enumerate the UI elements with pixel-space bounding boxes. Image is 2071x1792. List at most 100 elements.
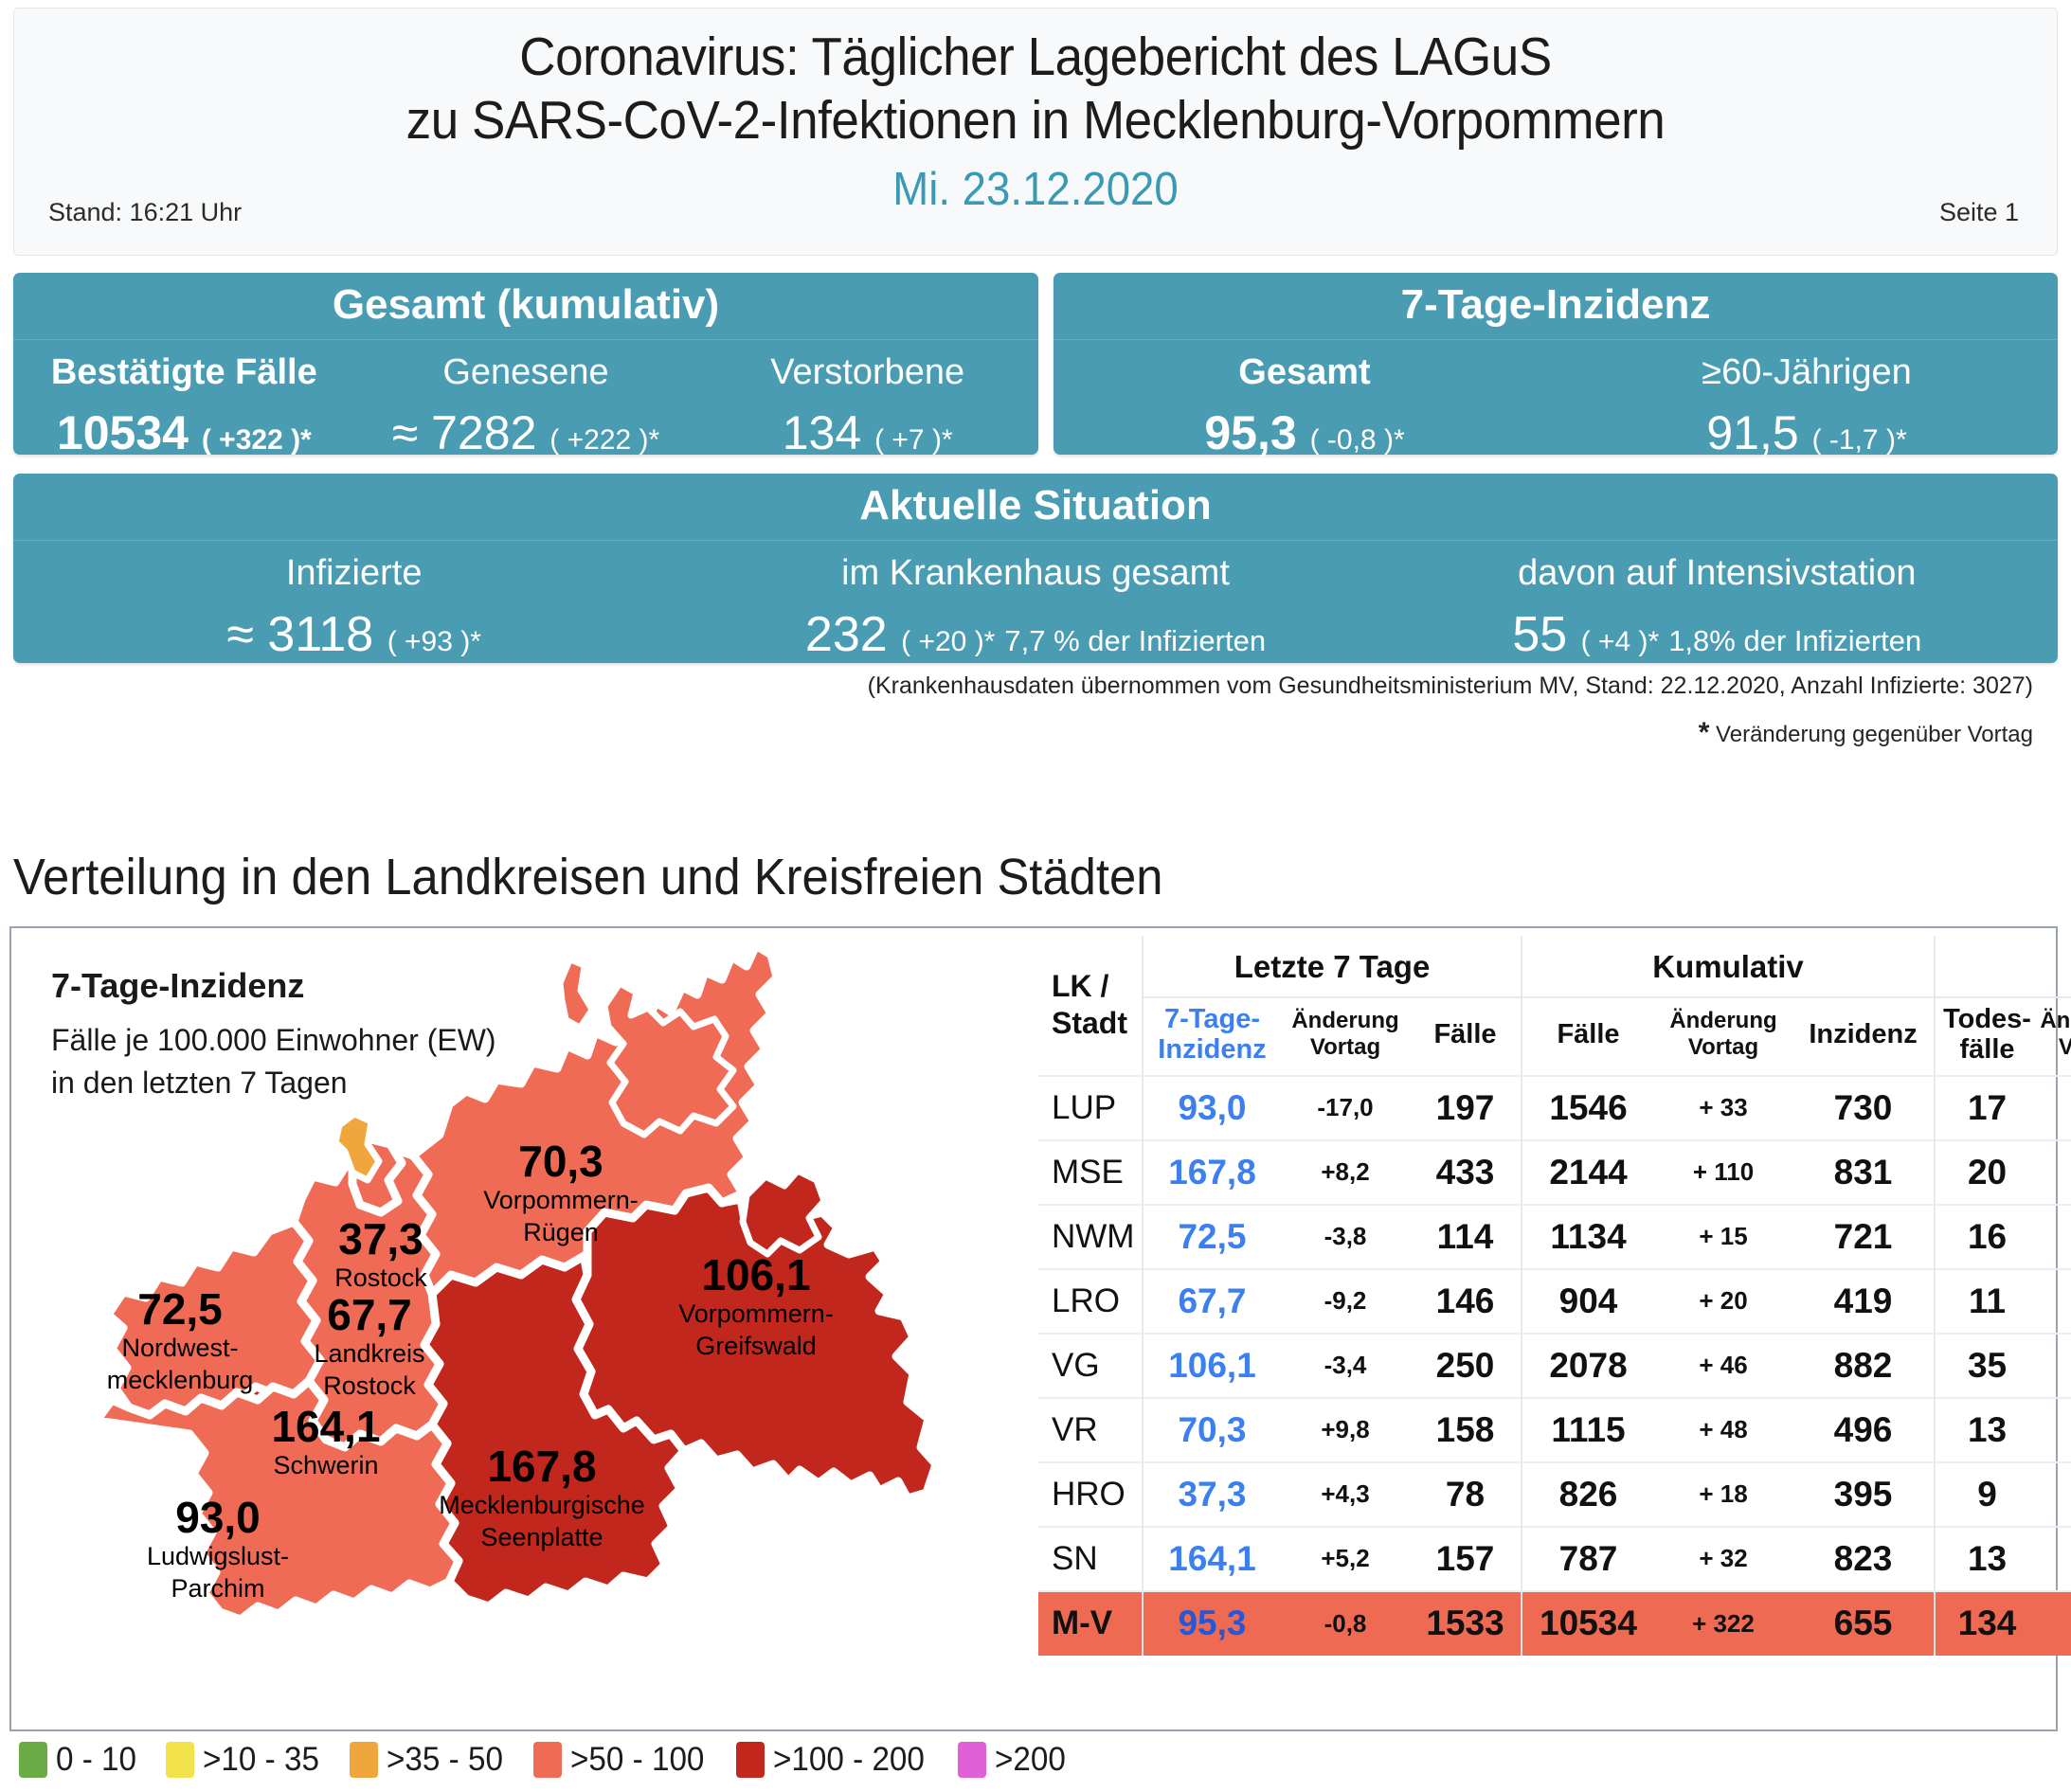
- cell-inzidenz-kum: 721: [1833, 1216, 1893, 1256]
- map-svg: 72,5 Nordwest- mecklenburg 37,3 Rostock …: [92, 941, 941, 1624]
- stand-time: Stand: 16:21 Uhr: [48, 198, 243, 226]
- cell-aenderung-2: + 48: [1699, 1415, 1748, 1444]
- cell-aenderung-1: +4,3: [1321, 1479, 1370, 1509]
- map-region-ruegen-island[interactable]: [601, 979, 737, 1138]
- cell-faelle-7tage: 146: [1435, 1281, 1495, 1320]
- cell-todesfaelle: 13: [1934, 1526, 2040, 1591]
- cell-faelle-kum: 1546: [1521, 1075, 1655, 1140]
- cell-lk: SN: [1052, 1539, 1098, 1577]
- table-row[interactable]: LRO 67,7 -9,2 146 904 + 20 419 11 + 0: [1038, 1268, 2071, 1334]
- stat-value: 232: [804, 607, 888, 662]
- cell-faelle-7tage: 158: [1435, 1409, 1495, 1449]
- legend-swatch-icon: [736, 1742, 765, 1778]
- cell-aenderung-1: +9,8: [1321, 1415, 1370, 1444]
- cell-inzidenz-kum: 823: [1833, 1538, 1893, 1578]
- cell-aenderung-3: + 2: [2039, 1334, 2071, 1398]
- table-col-lk: LK / Stadt: [1052, 969, 1127, 1041]
- legend-item: >10 - 35: [165, 1741, 325, 1779]
- cell-todesfaelle: 17: [1934, 1075, 2040, 1140]
- cell-aenderung-2: + 33: [1699, 1093, 1748, 1122]
- table-col-aenderung-vortag-2: Änderung Vortag: [1669, 1007, 1777, 1061]
- cell-todesfaelle: 35: [1934, 1333, 2040, 1398]
- table-row[interactable]: VR 70,3 +9,8 158 1115 + 48 496 13 + 1: [1038, 1397, 2071, 1462]
- stat-delta: ( +322 )*: [201, 424, 312, 456]
- table-col-faelle-7tage: Fälle: [1433, 1019, 1497, 1050]
- page-number: Seite 1: [1938, 198, 2019, 226]
- map-region-nwm[interactable]: [103, 1217, 325, 1420]
- table-row[interactable]: MSE 167,8 +8,2 433 2144 + 110 831 20 + 1: [1038, 1139, 2071, 1205]
- legend-label: >35 - 50: [386, 1741, 503, 1778]
- distribution-panel: 7-Tage-Inzidenz Fälle je 100.000 Einwohn…: [9, 926, 2071, 1731]
- stat-delta: ( +93 )*: [387, 626, 481, 657]
- stat-value: 134: [782, 406, 862, 459]
- cell-todesfaelle: 16: [1934, 1204, 2040, 1269]
- cell-faelle-7tage: 157: [1435, 1538, 1495, 1578]
- table-group-letzte-7-tage: Letzte 7 Tage: [1141, 936, 1522, 998]
- cell-aenderung-1: -3,8: [1324, 1222, 1367, 1251]
- table-row[interactable]: SN 164,1 +5,2 157 787 + 32 823 13 + 3: [1038, 1526, 2071, 1591]
- legend-item: >35 - 50: [349, 1741, 509, 1779]
- stat-label: Verstorbene: [770, 352, 965, 392]
- cell-inzidenz-kum: 882: [1833, 1345, 1893, 1385]
- legend-label: 0 - 10: [56, 1741, 137, 1778]
- table-col-faelle-kumulativ: Fälle: [1521, 997, 1655, 1076]
- incidence-map: 7-Tage-Inzidenz Fälle je 100.000 Einwohn…: [11, 928, 1030, 1729]
- table-body: LUP 93,0 -17,0 197 1546 + 33 730 17 + 0 …: [1038, 1075, 2071, 1656]
- hospital-data-note: (Krankenhausdaten übernommen vom Gesundh…: [867, 672, 2033, 699]
- legend-item: >100 - 200: [736, 1741, 932, 1779]
- stat-percent: 7,7 % der Infizierten: [1004, 624, 1267, 657]
- map-region-rostock-harbour[interactable]: [332, 1110, 383, 1184]
- title-line-2: zu SARS-CoV-2-Infektionen in Mecklenburg…: [405, 90, 1666, 152]
- cell-aenderung-3: + 0: [2039, 1269, 2071, 1334]
- stat-delta: ( -1,7 )*: [1811, 424, 1907, 456]
- map-legend: 0 - 10 >10 - 35 >35 - 50 >50 - 100 >100 …: [19, 1741, 1093, 1779]
- cell-lk: MSE: [1052, 1153, 1124, 1191]
- legend-swatch-icon: [957, 1742, 986, 1778]
- map-subtitle-line-2: in den letzten 7 Tagen: [51, 1066, 348, 1101]
- stat-value: 10534: [56, 406, 189, 459]
- cell-faelle-kum: 1134: [1521, 1204, 1655, 1269]
- incidence-table: LK / Stadt Letzte 7 Tage Kumulativ 7-Tag…: [1038, 936, 2071, 1656]
- table-row[interactable]: NWM 72,5 -3,8 114 1134 + 15 721 16 + 0: [1038, 1204, 2071, 1269]
- legend-label: >50 - 100: [570, 1741, 705, 1778]
- stat-percent: 1,8% der Infizierten: [1668, 624, 1922, 657]
- cell-faelle-7tage: 433: [1435, 1152, 1495, 1192]
- map-region-lup[interactable]: [92, 1376, 463, 1624]
- cell-inzidenz-kum: 496: [1833, 1409, 1893, 1449]
- cell-aenderung-1: -0,8: [1324, 1608, 1367, 1638]
- stat-delta: ( +20 )*: [901, 626, 996, 657]
- map-region-hiddensee[interactable]: [558, 958, 594, 1030]
- cell-aenderung-2: + 15: [1699, 1222, 1748, 1251]
- stat-intensivstation: davon auf Intensivstation 55 ( +4 )* 1,8%…: [1377, 541, 2058, 663]
- legend-item: >50 - 100: [533, 1741, 711, 1779]
- table-col-7tage-inzidenz: 7-Tage- Inzidenz: [1142, 997, 1281, 1076]
- cell-inzidenz-kum: 730: [1833, 1087, 1893, 1127]
- stat-label: Bestätigte Fälle: [50, 352, 317, 392]
- incidence-table-pane: LK / Stadt Letzte 7 Tage Kumulativ 7-Tag…: [1035, 928, 2071, 1729]
- cell-lk: LUP: [1052, 1088, 1117, 1126]
- cell-aenderung-3: + 0: [2039, 1205, 2071, 1269]
- stat-value: 95,3: [1204, 406, 1297, 459]
- stat-inzidenz-gesamt: Gesamt 95,3 ( -0,8 )*: [1054, 340, 1556, 460]
- cell-todesfaelle: 13: [1934, 1397, 2040, 1462]
- legend-swatch-icon: [165, 1742, 194, 1778]
- cell-faelle-kum: 2078: [1521, 1333, 1655, 1398]
- panel-situation-title: Aktuelle Situation: [13, 474, 2058, 541]
- table-group-kumulativ: Kumulativ: [1521, 936, 1936, 998]
- table-row[interactable]: VG 106,1 -3,4 250 2078 + 46 882 35 + 2: [1038, 1333, 2071, 1398]
- cell-todesfaelle: 9: [1934, 1461, 2040, 1527]
- stat-genesene: Genesene ≈ 7282 ( +222 )*: [355, 340, 697, 460]
- cell-aenderung-3: + 1: [2039, 1140, 2071, 1205]
- map-region-usedom[interactable]: [739, 1167, 828, 1258]
- cell-faelle-7tage: 1533: [1426, 1604, 1504, 1643]
- table-row-total[interactable]: M-V 95,3 -0,8 1533 10534 + 322 655 134 +…: [1038, 1590, 2071, 1656]
- cell-inzidenz-7tage: 37,3: [1142, 1461, 1281, 1527]
- legend-item: >200: [957, 1741, 1070, 1779]
- cell-inzidenz-7tage: 72,5: [1142, 1204, 1281, 1269]
- table-row[interactable]: HRO 37,3 +4,3 78 826 + 18 395 9 + 0: [1038, 1461, 2071, 1527]
- table-row[interactable]: LUP 93,0 -17,0 197 1546 + 33 730 17 + 0: [1038, 1075, 2071, 1140]
- map-subtitle-line-1: Fälle je 100.000 Einwohner (EW): [51, 1023, 496, 1057]
- stat-infizierte: Infizierte ≈ 3118 ( +93 )*: [13, 541, 694, 663]
- stat-value: 55: [1512, 607, 1568, 662]
- section-heading-distribution: Verteilung in den Landkreisen und Kreisf…: [13, 849, 1163, 905]
